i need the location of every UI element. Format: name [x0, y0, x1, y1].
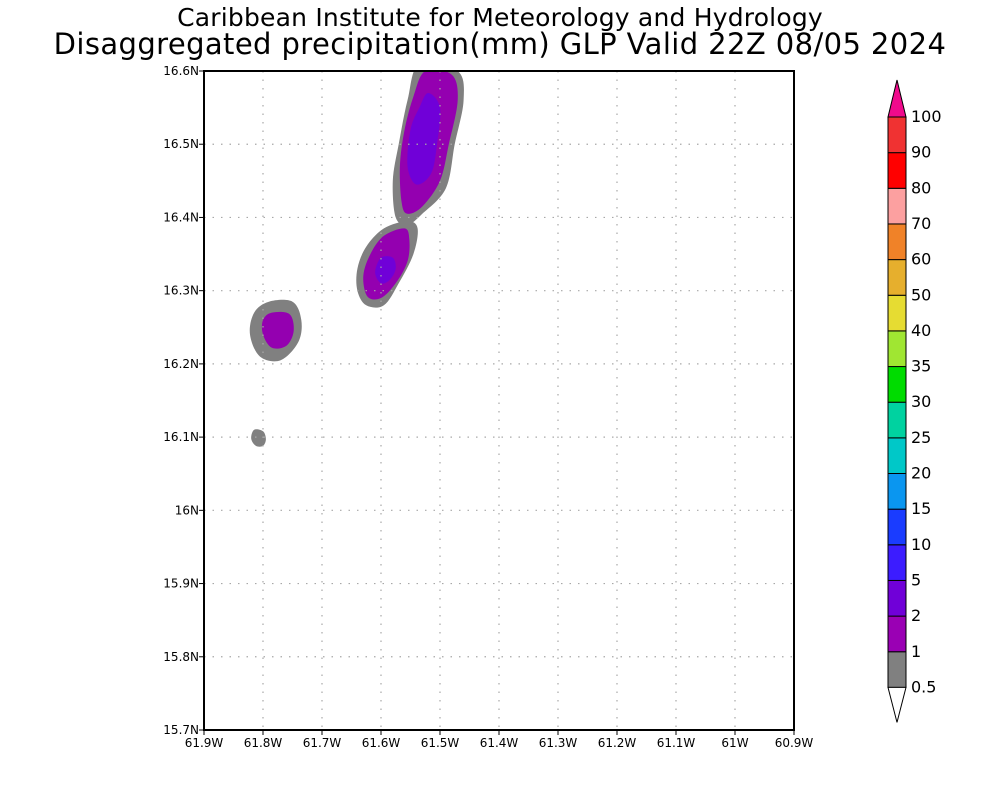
precip-cells	[249, 71, 464, 447]
colorbar-segment	[887, 152, 907, 189]
colorbar-segment	[887, 223, 907, 261]
colorbar-label: 10	[911, 535, 931, 554]
precip-cell-2	[407, 93, 441, 185]
y-axis: 16.6N 16.5N 16.4N 16.3N 16.2N 16.1N 16N 15.9N 15…	[163, 64, 204, 737]
colorbar-segment	[887, 116, 907, 154]
x-tick-label: 61.1W	[657, 736, 696, 750]
colorbar-label: 20	[911, 464, 931, 483]
institute-title: Caribbean Institute for Meteorology and …	[177, 3, 823, 32]
colorbar-segment	[887, 544, 907, 581]
colorbar-segment	[887, 294, 907, 332]
colorbar-segment	[887, 508, 907, 546]
colorbar-segment	[887, 187, 907, 225]
y-tick-label: 16.2N	[163, 357, 199, 371]
y-tick-label: 16.1N	[163, 430, 199, 444]
colorbar-label: 25	[911, 428, 931, 447]
map-frame	[203, 70, 795, 731]
colorbar-segment	[887, 437, 907, 475]
y-tick-label: 16N	[175, 503, 199, 517]
colorbar-segment	[887, 330, 907, 368]
precip-cell-8	[251, 429, 266, 447]
precip-cell-5	[375, 256, 396, 284]
x-tick-label: 61.6W	[362, 736, 401, 750]
x-tick-label: 61.4W	[480, 736, 519, 750]
precip-cell-7	[261, 311, 294, 349]
x-tick-label: 61.2W	[598, 736, 637, 750]
y-tick-label: 16.3N	[163, 284, 199, 298]
colorbar-label: 100	[911, 107, 942, 126]
colorbar-label: 40	[911, 321, 931, 340]
colorbar-label: 60	[911, 250, 931, 269]
y-tick-label: 15.8N	[163, 650, 199, 664]
x-tick-label: 61.8W	[244, 736, 283, 750]
colorbar-label: 50	[911, 285, 931, 304]
y-tick-label: 16.4N	[163, 210, 199, 224]
colorbar-segment	[887, 473, 907, 510]
grid-lines	[204, 71, 794, 730]
x-tick-label: 61.3W	[539, 736, 578, 750]
y-tick-label: 15.7N	[163, 723, 199, 737]
x-axis: 61.9W 61.8W 61.7W 61.6W 61.5W 61.4W 61.3W 61.2W…	[185, 730, 814, 750]
y-tick-label: 15.9N	[163, 577, 199, 591]
colorbar-over-arrow	[887, 79, 907, 118]
colorbar-label: 80	[911, 178, 931, 197]
colorbar-segment	[887, 579, 907, 617]
colorbar-segment	[887, 615, 907, 653]
x-tick-label: 61.9W	[185, 736, 224, 750]
colorbar-label: 1	[911, 642, 921, 661]
y-tick-label: 16.5N	[163, 137, 199, 151]
colorbar-label: 15	[911, 499, 931, 518]
x-tick-label: 61W	[721, 736, 748, 750]
x-tick-label: 61.7W	[303, 736, 342, 750]
x-tick-label: 60.9W	[775, 736, 814, 750]
colorbar-segment	[887, 401, 907, 439]
colorbar-segment	[887, 651, 907, 688]
colorbar-label: 35	[911, 357, 931, 376]
x-tick-label: 61.5W	[421, 736, 460, 750]
colorbar-segment	[887, 366, 907, 403]
colorbar-label: 0.5	[911, 677, 936, 696]
colorbar-under-arrow	[887, 686, 907, 723]
colorbar-segment	[887, 259, 907, 296]
colorbar-label: 5	[911, 570, 921, 589]
y-tick-label: 16.6N	[163, 64, 199, 78]
colorbar-label: 70	[911, 214, 931, 233]
colorbar-label: 30	[911, 392, 931, 411]
colorbar-label: 2	[911, 606, 921, 625]
product-title: Disaggregated precipitation(mm) GLP Vali…	[53, 27, 947, 61]
colorbar-label: 90	[911, 143, 931, 162]
